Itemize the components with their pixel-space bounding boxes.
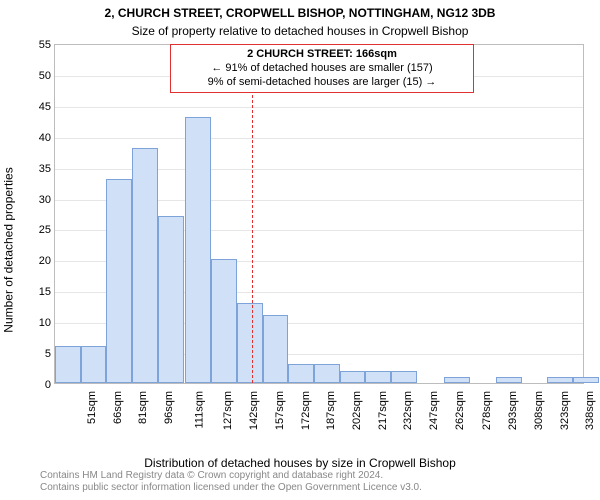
x-tick-label: 278sqm bbox=[481, 391, 493, 430]
callout-property-size: 2 CHURCH STREET: 166sqm bbox=[177, 48, 467, 62]
histogram-bar bbox=[444, 377, 470, 383]
x-tick-label: 217sqm bbox=[377, 391, 389, 430]
histogram-bar bbox=[81, 346, 107, 383]
x-tick-label: 308sqm bbox=[533, 391, 545, 430]
grid-line bbox=[55, 107, 583, 108]
histogram-bar bbox=[365, 371, 391, 383]
x-tick-label: 338sqm bbox=[584, 391, 596, 430]
attribution-text: Contains HM Land Registry data © Crown c… bbox=[40, 470, 592, 494]
y-tick-label: 35 bbox=[27, 163, 51, 175]
y-tick-label: 10 bbox=[27, 317, 51, 329]
histogram-bar bbox=[106, 179, 132, 383]
x-tick-label: 127sqm bbox=[222, 391, 234, 430]
x-tick-label: 262sqm bbox=[454, 391, 466, 430]
histogram-bar bbox=[185, 117, 211, 383]
histogram-bar bbox=[237, 303, 263, 383]
chart-title-address: 2, CHURCH STREET, CROPWELL BISHOP, NOTTI… bbox=[0, 6, 600, 20]
histogram-bar bbox=[132, 148, 158, 383]
chart-title-description: Size of property relative to detached ho… bbox=[0, 24, 600, 38]
histogram-bar bbox=[496, 377, 522, 383]
property-callout-box: 2 CHURCH STREET: 166sqm ← 91% of detache… bbox=[170, 44, 474, 93]
y-tick-label: 15 bbox=[27, 286, 51, 298]
grid-line bbox=[55, 138, 583, 139]
plot-area: 051015202530354045505551sqm66sqm81sqm96s… bbox=[54, 44, 584, 384]
x-tick-label: 323sqm bbox=[559, 391, 571, 430]
callout-smaller-count: ← 91% of detached houses are smaller (15… bbox=[177, 62, 467, 76]
y-axis-label: Number of detached properties bbox=[2, 0, 16, 500]
x-tick-label: 142sqm bbox=[248, 391, 260, 430]
histogram-bar bbox=[391, 371, 417, 383]
y-tick-label: 50 bbox=[27, 70, 51, 82]
x-axis-label: Distribution of detached houses by size … bbox=[0, 456, 600, 470]
histogram-bar bbox=[314, 364, 340, 383]
histogram-bar bbox=[211, 259, 237, 383]
histogram-bar bbox=[573, 377, 599, 383]
y-tick-label: 0 bbox=[27, 379, 51, 391]
histogram-bar bbox=[288, 364, 314, 383]
histogram-bar bbox=[340, 371, 366, 383]
x-tick-label: 66sqm bbox=[112, 391, 124, 424]
x-tick-label: 81sqm bbox=[137, 391, 149, 424]
callout-larger-count: 9% of semi-detached houses are larger (1… bbox=[177, 76, 467, 90]
x-tick-label: 293sqm bbox=[507, 391, 519, 430]
y-tick-label: 30 bbox=[27, 194, 51, 206]
histogram-bar bbox=[263, 315, 289, 383]
x-tick-label: 111sqm bbox=[193, 391, 205, 429]
y-tick-label: 5 bbox=[27, 348, 51, 360]
y-tick-label: 20 bbox=[27, 255, 51, 267]
x-tick-label: 172sqm bbox=[300, 391, 312, 430]
x-tick-label: 96sqm bbox=[163, 391, 175, 424]
x-tick-label: 247sqm bbox=[428, 391, 440, 430]
y-tick-label: 40 bbox=[27, 132, 51, 144]
y-tick-label: 45 bbox=[27, 101, 51, 113]
y-tick-label: 25 bbox=[27, 224, 51, 236]
x-tick-label: 51sqm bbox=[86, 391, 98, 424]
histogram-bar bbox=[158, 216, 184, 383]
y-tick-label: 55 bbox=[27, 39, 51, 51]
x-tick-label: 187sqm bbox=[325, 391, 337, 430]
x-tick-label: 202sqm bbox=[351, 391, 363, 430]
histogram-bar bbox=[55, 346, 81, 383]
x-tick-label: 232sqm bbox=[403, 391, 415, 430]
x-tick-label: 157sqm bbox=[274, 391, 286, 430]
histogram-bar bbox=[547, 377, 573, 383]
